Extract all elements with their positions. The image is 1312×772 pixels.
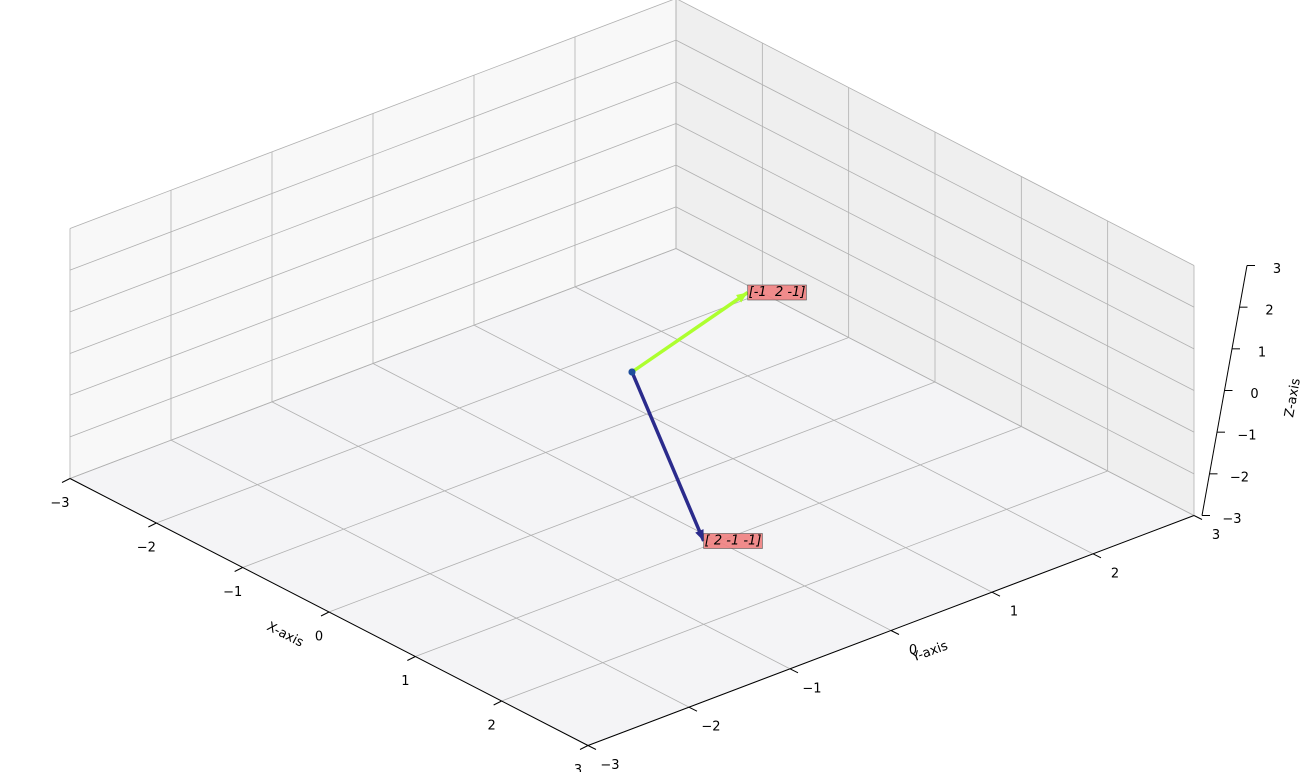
z-tick-label: −1 — [1237, 429, 1256, 444]
grid-line — [69, 164, 677, 396]
x-tick-label: 0 — [315, 630, 323, 645]
grid-line — [69, 81, 677, 313]
grid-line — [69, 248, 677, 479]
vector — [630, 371, 706, 542]
vector-shaft — [630, 371, 706, 542]
x-tick — [407, 656, 416, 661]
x-axis-label: X-axis — [264, 619, 306, 650]
vector-head — [695, 529, 704, 541]
y-tick-label: 3 — [1212, 528, 1220, 543]
grid-line — [69, 123, 677, 354]
x-tick-label: −3 — [50, 496, 69, 511]
y-tick — [991, 591, 1001, 597]
grid-line — [675, 39, 1195, 308]
x-tick — [148, 522, 157, 528]
vector-label: [ 2 -1 -1] — [705, 534, 762, 549]
grid-line — [675, 123, 1195, 391]
y-tick — [688, 706, 698, 712]
x-tick — [493, 700, 502, 706]
grid-line — [69, 206, 677, 438]
grid-line — [69, 39, 677, 271]
vector-head — [736, 292, 748, 303]
x-tick-label: −1 — [223, 585, 242, 600]
y-tick — [890, 630, 900, 635]
vector — [631, 291, 749, 374]
y-tick — [587, 745, 597, 750]
grid-line — [170, 439, 690, 708]
z-tick-label: 0 — [1250, 387, 1258, 402]
y-tick-label: −2 — [701, 720, 720, 735]
y-tick — [1092, 553, 1102, 559]
grid-line — [675, 81, 1195, 350]
grid-line — [675, 164, 1195, 433]
y-tick-label: 2 — [1111, 566, 1119, 581]
z-tick-label: 2 — [1265, 304, 1273, 319]
vector-label-box — [747, 284, 807, 301]
x-tick — [61, 478, 71, 483]
grid-line — [473, 324, 993, 593]
z-axis-label: Z-axis — [1282, 377, 1304, 419]
grid-line — [678, 0, 1195, 266]
grid-line — [675, 206, 1195, 475]
y-tick-label: −1 — [802, 681, 821, 696]
grid-line — [574, 286, 1094, 555]
vector-shaft — [631, 291, 749, 374]
y-tick — [1193, 515, 1203, 520]
vector-label: [-1 2 -1] — [749, 285, 806, 300]
grid-line — [69, 0, 674, 229]
x-tick-label: 1 — [401, 674, 409, 689]
x-tick — [234, 567, 243, 572]
x-tick-label: 2 — [488, 719, 496, 734]
z-tick-label: −2 — [1230, 470, 1249, 485]
x-tick-label: 3 — [574, 763, 582, 772]
x-tick — [320, 611, 330, 617]
origin-point — [628, 368, 636, 376]
x-tick-label: −2 — [137, 541, 156, 556]
z-tick-label: 3 — [1273, 262, 1281, 277]
z-tick-label: −3 — [1222, 512, 1241, 527]
z-tick-label: 1 — [1258, 345, 1266, 360]
grid-line — [271, 401, 791, 670]
grid-line — [372, 363, 892, 631]
vector-label-box — [703, 533, 763, 549]
y-tick — [789, 668, 799, 674]
y-tick-label: 0 — [909, 643, 917, 658]
y-tick-label: −3 — [600, 758, 619, 772]
y-tick-label: 1 — [1010, 605, 1018, 620]
x-tick — [579, 745, 589, 750]
